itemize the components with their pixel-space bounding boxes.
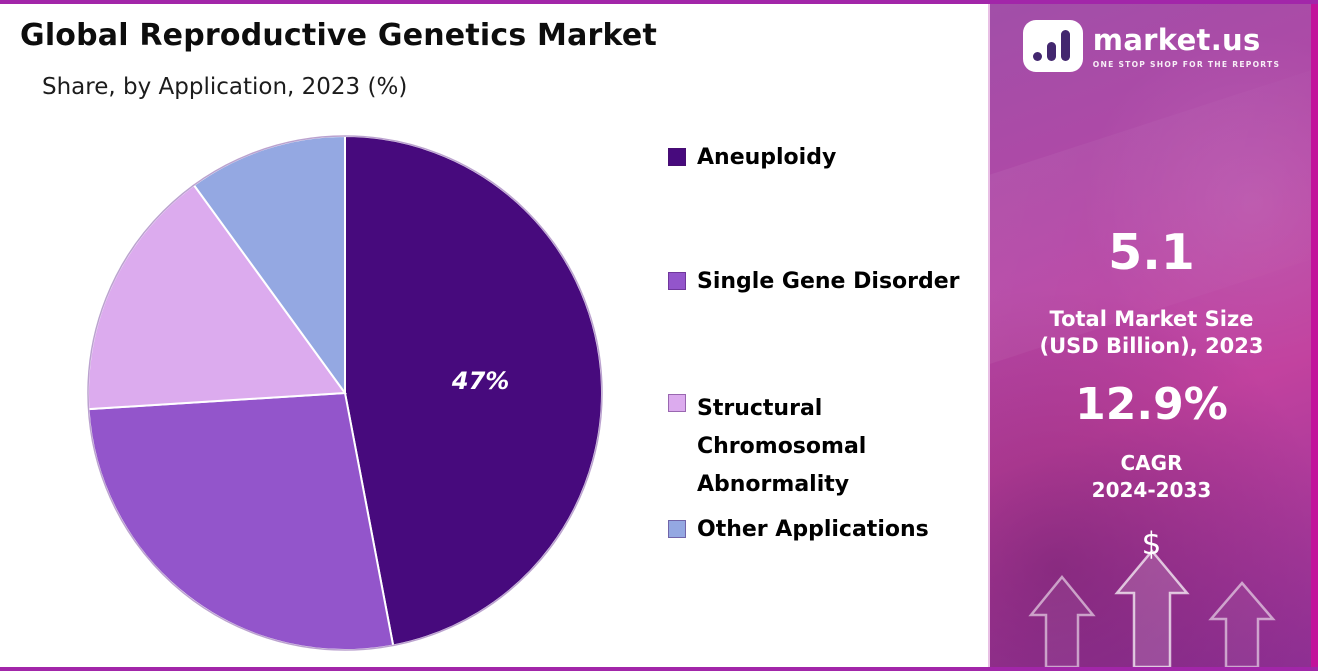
pie-data-label: 47% — [451, 367, 509, 395]
chart-legend: Aneuploidy Single Gene Disorder Structur… — [668, 144, 988, 584]
legend-label: Single Gene Disorder — [697, 269, 960, 294]
page-title: Global Reproductive Genetics Market — [20, 18, 657, 53]
legend-item-other-applications: Other Applications — [668, 516, 929, 545]
legend-item-aneuploidy: Aneuploidy — [668, 144, 836, 173]
cagr-label: CAGR — [1120, 451, 1183, 475]
legend-label: Aneuploidy — [697, 145, 837, 170]
legend-item-structural-chromosomal-abnormality: Structural Chromosomal Abnormality — [668, 390, 902, 503]
logo-bar-short — [1046, 42, 1056, 61]
pie-chart: 47% — [87, 134, 603, 651]
market-us-logo-icon — [1022, 20, 1083, 72]
market-size-value: 5.1 — [1108, 224, 1195, 281]
legend-label: Structural Chromosomal Abnormality — [697, 396, 867, 497]
sidebar-edge-strip — [1311, 4, 1318, 667]
pie-outline — [87, 135, 603, 651]
logo-dot — [1032, 52, 1042, 61]
legend-swatch — [668, 394, 686, 412]
market-size-label: Total Market Size (USD Billion), 2023 — [990, 306, 1313, 361]
brand-tagline: ONE STOP SHOP FOR THE REPORTS — [1092, 60, 1281, 69]
pie-slice-1 — [87, 391, 395, 651]
dollar-icon: $ — [1141, 526, 1162, 562]
brand-logo: market.us ONE STOP SHOP FOR THE REPORTS — [990, 20, 1313, 72]
market-size-label-line1: Total Market Size — [1049, 307, 1254, 331]
brand-text: market.us ONE STOP SHOP FOR THE REPORTS — [1093, 23, 1280, 69]
legend-swatch — [668, 272, 686, 290]
legend-swatch — [668, 148, 686, 166]
legend-label: Other Applications — [697, 517, 929, 542]
page-subtitle: Share, by Application, 2023 (%) — [42, 74, 408, 100]
cagr-period: 2024-2033 — [1091, 478, 1212, 502]
logo-bar-tall — [1060, 30, 1070, 61]
legend-swatch — [668, 520, 686, 538]
market-size-label-line2: (USD Billion), 2023 — [1039, 334, 1264, 359]
brand-sidebar: market.us ONE STOP SHOP FOR THE REPORTS … — [988, 4, 1318, 667]
legend-item-single-gene-disorder: Single Gene Disorder — [668, 268, 960, 297]
cagr-value: 12.9% — [1075, 379, 1228, 430]
chart-area: Global Reproductive Genetics Market Shar… — [0, 4, 988, 667]
brand-name: market.us — [1092, 23, 1261, 57]
growth-arrows-icon — [1028, 549, 1276, 667]
